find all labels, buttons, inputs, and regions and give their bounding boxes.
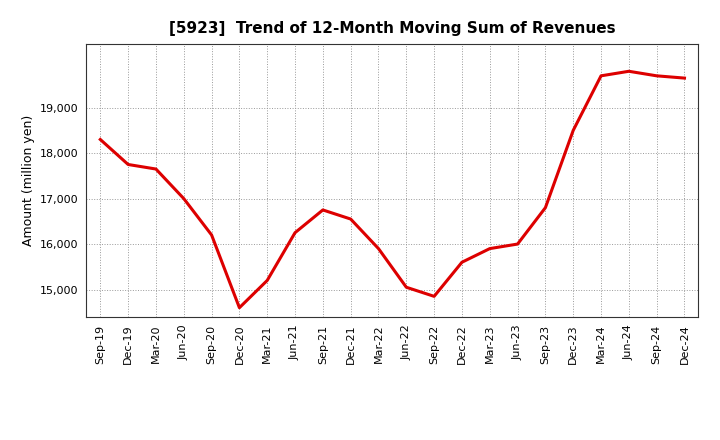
Title: [5923]  Trend of 12-Month Moving Sum of Revenues: [5923] Trend of 12-Month Moving Sum of R… <box>169 21 616 36</box>
Y-axis label: Amount (million yen): Amount (million yen) <box>22 115 35 246</box>
